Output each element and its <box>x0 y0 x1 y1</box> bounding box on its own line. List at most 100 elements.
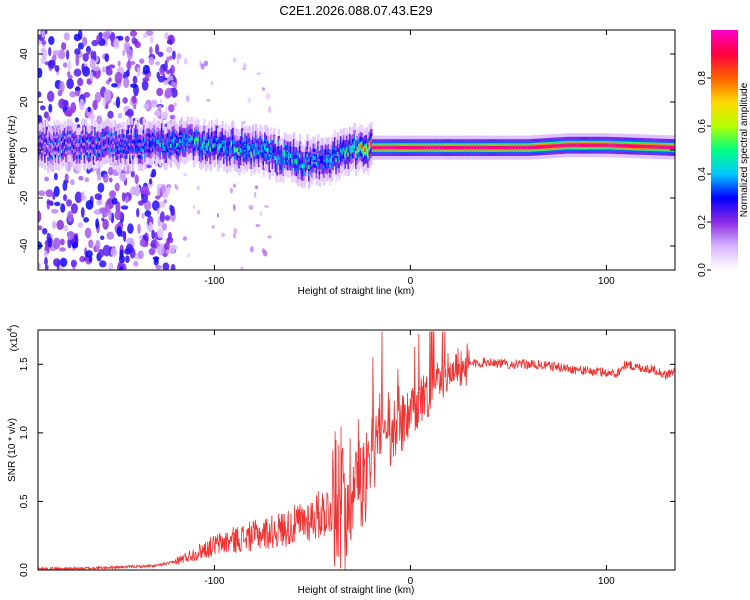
heatmap-ridge-cell-2363 <box>482 145 485 150</box>
heatmap-noise-cell-392 <box>149 36 154 44</box>
snr-x-ticks: -100 0 100 <box>204 330 615 587</box>
heatmap-noise-cell-117 <box>172 50 176 60</box>
heatmap-noise-cell-539 <box>262 87 265 91</box>
heatmap-noise-cell-514 <box>66 78 74 90</box>
heatmap-noise-cell-571 <box>221 232 225 238</box>
heatmap-ridge-cell-749 <box>74 143 77 148</box>
heatmap-noise-cell-347 <box>41 40 47 45</box>
heatmap-ridge-cell-2801 <box>593 143 596 147</box>
heatmap-ridge-cell-773 <box>80 143 83 148</box>
heatmap-ridge-cell-971 <box>130 137 133 142</box>
heatmap-noise-cell-476 <box>62 62 68 68</box>
heatmap-ridge-cell-1427 <box>245 147 249 153</box>
heatmap-ridge-cell-1373 <box>232 140 235 145</box>
heatmap-ridge-cell-2537 <box>526 145 529 150</box>
heatmap-noise-cell-294 <box>38 262 41 269</box>
heatmap-ridge-cell-1727 <box>321 157 324 162</box>
heatmap-noise-cell-46 <box>77 77 84 87</box>
heatmap-ridge-cell-2513 <box>520 145 523 150</box>
heatmap-ridge-cell-1937 <box>374 145 378 150</box>
heatmap-noise-cell-290 <box>131 95 137 104</box>
heatmap-ridge-cell-623 <box>42 139 45 144</box>
heatmap-noise-cell-126 <box>137 250 144 260</box>
heatmap-noise-cell-19 <box>102 218 109 230</box>
heatmap-ridge-cell-1277 <box>207 140 211 146</box>
heatmap-noise-cell-267 <box>74 117 79 123</box>
heatmap-noise-cell-570 <box>240 266 244 270</box>
heatmap-ridge-cell-1037 <box>147 140 150 145</box>
heatmap-ridge-cell-2789 <box>590 143 593 147</box>
heatmap-ridge-cell-1193 <box>186 135 189 141</box>
heatmap-ridge-cell-2435 <box>500 145 503 150</box>
heatmap-noise-cell-330 <box>102 66 106 73</box>
heatmap-ridge-cell-1775 <box>333 149 337 154</box>
heatmap-ridge-cell-2723 <box>573 143 576 147</box>
heatmap-ridge-cell-983 <box>133 140 136 145</box>
heatmap-noise-cell-373 <box>141 184 150 195</box>
heatmap-ridge-cell-2105 <box>417 145 420 150</box>
heatmap-ridge-cell-1361 <box>229 148 232 154</box>
heatmap-noise-cell-451 <box>41 30 46 39</box>
heatmap-noise-cell-563 <box>211 225 215 229</box>
heatmap-ridge-cell-2027 <box>397 145 400 150</box>
heatmap-ridge-cell-1355 <box>227 144 230 150</box>
heatmap-ridge-cell-875 <box>106 138 109 143</box>
heatmap-noise-cell-332 <box>136 181 140 194</box>
heatmap-ridge-cell-1955 <box>379 145 382 150</box>
heatmap-ridge-cell-2507 <box>518 145 522 150</box>
heatmap-ridge-cell-2003 <box>391 145 394 150</box>
heatmap-noise-cell-54 <box>122 49 126 56</box>
heatmap-noise-cell-430 <box>148 221 153 232</box>
heatmap-ridge-cell-2459 <box>506 145 510 150</box>
heatmap-noise-cell-488 <box>142 64 150 75</box>
heatmap-noise-cell-286 <box>70 203 78 214</box>
heatmap-ridge-cell-2405 <box>493 145 496 150</box>
heatmap-ridge-cell-1757 <box>329 161 332 166</box>
heatmap-noise-cell-280 <box>141 192 149 204</box>
heatmap-noise-cell-315 <box>54 201 61 207</box>
heatmap-noise-cell-28 <box>84 177 90 183</box>
heatmap-noise-cell-497 <box>142 77 150 82</box>
heatmap-ridge-cell-3107 <box>670 145 673 150</box>
colorbar-label: Normalized spectral amplitude <box>739 82 750 217</box>
heatmap-noise-cell-190 <box>63 32 70 41</box>
heatmap-ridge-cell-1169 <box>180 137 183 142</box>
heatmap-ridge-cell-1493 <box>262 153 265 158</box>
heatmap-ridge-cell-3047 <box>655 145 658 149</box>
heatmap-noise-cell-495 <box>52 49 61 56</box>
heatmap-ridge-cell-1841 <box>350 147 353 152</box>
heatmap-ridge-cell-2891 <box>615 143 619 148</box>
heatmap-ridge-cell-755 <box>75 147 79 152</box>
heatmap-ridge-cell-905 <box>113 139 117 144</box>
heatmap-ridge-cell-689 <box>59 141 62 146</box>
heatmap-ridge-cell-2843 <box>603 143 607 147</box>
heatmap-ridge-cell-1409 <box>241 140 244 145</box>
heatmap-noise-cell-549 <box>259 211 263 217</box>
spectrogram-x-tick-label-1: 0 <box>408 276 414 287</box>
heatmap-noise-cell-254 <box>38 225 43 231</box>
heatmap-ridge-cell-1499 <box>264 144 267 149</box>
heatmap-ridge-cell-1877 <box>359 144 362 149</box>
heatmap-ridge-cell-1061 <box>153 137 156 142</box>
spectrogram-y-tick-label-4: 40 <box>19 48 30 60</box>
heatmap-ridge-cell-2561 <box>532 145 535 149</box>
heatmap-ridge-cell-2693 <box>565 143 569 147</box>
heatmap-ridge-cell-2315 <box>470 145 473 150</box>
colorbar-tick-label-1: 0.2 <box>697 215 708 229</box>
heatmap-ridge-cell-3089 <box>665 145 669 149</box>
snr-y-tick-label-3: 1.5 <box>19 357 30 371</box>
heatmap-ridge-cell-2189 <box>438 145 441 150</box>
heatmap-noise-cell-319 <box>75 54 80 67</box>
heatmap-noise-cell-396 <box>148 56 155 66</box>
heatmap-ridge-cell-1835 <box>348 146 352 151</box>
heatmap-noise-cell-205 <box>149 46 153 55</box>
heatmap-noise-cell-334 <box>40 56 47 64</box>
heatmap-noise-cell-230 <box>44 250 48 258</box>
heatmap-ridge-cell-695 <box>60 144 64 150</box>
heatmap-noise-cell-424 <box>130 83 137 88</box>
heatmap-ridge-cell-1853 <box>353 142 356 147</box>
heatmap-noise-cell-296 <box>98 207 107 214</box>
heatmap-ridge-cell-1103 <box>163 146 167 151</box>
heatmap-ridge-cell-1859 <box>355 152 358 157</box>
heatmap-ridge-cell-1211 <box>191 136 194 141</box>
